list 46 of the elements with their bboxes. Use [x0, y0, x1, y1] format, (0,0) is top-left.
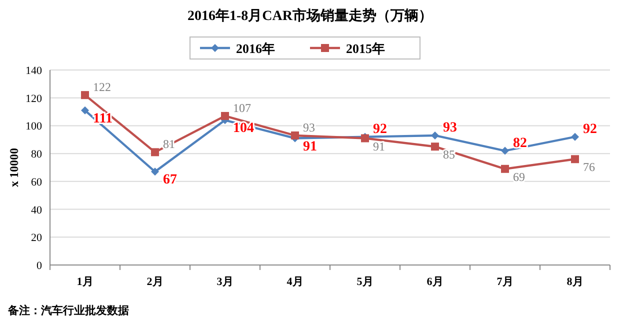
- data-label: 93: [443, 120, 457, 136]
- y-tick-label: 20: [31, 232, 42, 244]
- point: [151, 168, 159, 176]
- point: [81, 91, 89, 100]
- data-label: 69: [513, 170, 525, 184]
- data-label: 67: [163, 172, 177, 188]
- chart-title: 2016年1-8月CAR市场销量走势（万辆）: [188, 7, 432, 24]
- x-tick-label: 5月: [356, 276, 374, 288]
- point: [151, 148, 159, 156]
- point: [221, 112, 229, 120]
- x-tick-label: 8月: [566, 276, 584, 288]
- point: [571, 155, 579, 164]
- x-tick-label: 6月: [426, 276, 444, 288]
- y-tick-label: 140: [26, 65, 42, 77]
- y-tick-label: 100: [26, 120, 42, 133]
- data-label: 122: [93, 80, 111, 94]
- data-label: 92: [373, 122, 387, 137]
- point: [291, 131, 299, 140]
- x-tick-label: 1月: [76, 276, 94, 288]
- point: [81, 106, 89, 114]
- data-label: 93: [303, 120, 315, 134]
- y-tick-label: 80: [31, 148, 42, 161]
- data-label: 104: [233, 121, 254, 136]
- y-tick-label: 0: [36, 260, 42, 272]
- data-label: 85: [443, 148, 455, 162]
- x-tick-label: 4月: [286, 276, 304, 288]
- y-tick-label: 120: [26, 92, 42, 105]
- data-label: 92: [583, 122, 597, 137]
- data-label: 91: [303, 139, 317, 154]
- y-tick-label: 40: [31, 204, 42, 216]
- text: 备注：汽车行业批发数据: [7, 304, 129, 317]
- point: [501, 164, 509, 173]
- x-tick-label: 7月: [496, 276, 514, 288]
- data-label: 91: [373, 139, 385, 154]
- y-axis-title: x 10000: [7, 148, 21, 187]
- point: [431, 142, 439, 151]
- point: [501, 146, 509, 155]
- x-tick-label: 3月: [216, 276, 234, 288]
- data-label: 76: [583, 160, 595, 174]
- legend-label: 2016年: [236, 41, 275, 56]
- y-tick-label: 60: [31, 176, 42, 188]
- point: [431, 131, 439, 140]
- point: [571, 132, 579, 141]
- legend-label: 2015年: [346, 41, 385, 56]
- x-tick-label: 2月: [146, 276, 164, 288]
- data-label: 107: [233, 100, 251, 115]
